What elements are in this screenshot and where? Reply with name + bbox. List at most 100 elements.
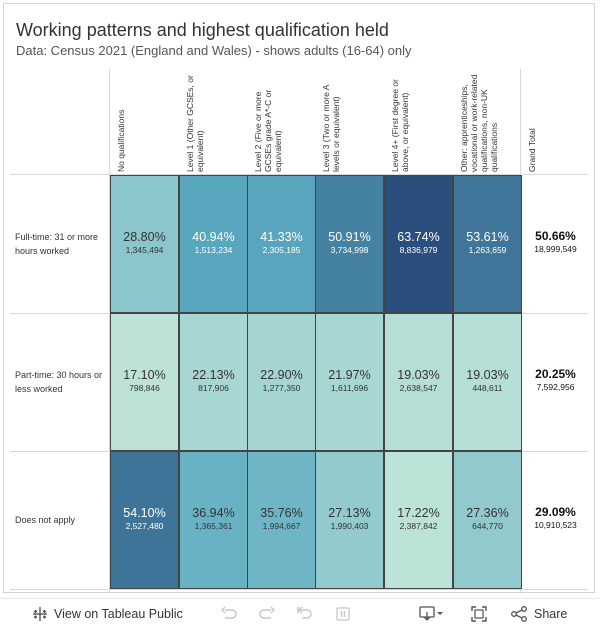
column-header-label: Level 4+ (First degree or above, or equi… — [390, 79, 410, 172]
grand-total-cell[interactable]: 50.66% 18,999,549 — [521, 175, 590, 313]
cell-count: 1,365,361 — [194, 521, 233, 531]
column-header-label: Level 1 (Other GCSEs, or equivalent) — [185, 75, 205, 172]
tableau-logo-icon — [32, 606, 48, 622]
column-header: Level 4+ (First degree or above, or equi… — [390, 69, 453, 174]
cell-count: 1,994,667 — [262, 521, 301, 531]
heatmap-cell[interactable]: 50.91% 3,734,998 — [315, 175, 384, 313]
heatmap-cell[interactable]: 41.33% 2,305,185 — [247, 175, 316, 313]
cell-count: 1,263,659 — [468, 245, 507, 255]
fullscreen-icon — [470, 605, 488, 622]
heatmap-cell[interactable]: 17.22% 2,387,842 — [384, 451, 453, 589]
grand-total-cell[interactable]: 29.09% 10,910,523 — [521, 451, 590, 589]
cell-count: 448,611 — [472, 383, 503, 393]
pause-icon — [334, 606, 352, 622]
row-header: Part-time: 30 hours or less worked — [15, 370, 103, 394]
cell-percent: 22.90% — [260, 368, 303, 382]
chart-subtitle: Data: Census 2021 (England and Wales) - … — [16, 43, 412, 58]
cell-count: 2,638,547 — [399, 383, 438, 393]
fullscreen-button[interactable] — [470, 599, 488, 628]
grand-total-count: 18,999,549 — [534, 244, 577, 254]
heatmap-cell[interactable]: 63.74% 8,836,979 — [384, 175, 453, 313]
chart-title: Working patterns and highest qualificati… — [16, 20, 389, 40]
cell-count: 1,345,494 — [125, 245, 164, 255]
cell-percent: 41.33% — [260, 230, 303, 244]
cell-percent: 27.13% — [328, 506, 371, 520]
cell-percent: 19.03% — [397, 368, 440, 382]
column-header: Grand Total — [527, 69, 590, 174]
cell-count: 8,836,979 — [399, 245, 438, 255]
heatmap-cell[interactable]: 36.94% 1,365,361 — [179, 451, 248, 589]
cell-count: 798,846 — [129, 383, 160, 393]
grand-total-count: 10,910,523 — [534, 520, 577, 530]
column-header-label: Grand Total — [527, 128, 537, 172]
grid-line — [10, 174, 588, 175]
grand-total-percent: 29.09% — [535, 505, 576, 519]
heatmap-cell[interactable]: 27.36% 644,770 — [453, 451, 522, 589]
heatmap-cell[interactable]: 54.10% 2,527,480 — [110, 451, 179, 589]
cell-count: 1,277,350 — [262, 383, 301, 393]
heatmap-cell[interactable]: 35.76% 1,994,667 — [247, 451, 316, 589]
grand-total-cell[interactable]: 20.25% 7,592,956 — [521, 313, 590, 451]
heatmap-cell[interactable]: 28.80% 1,345,494 — [110, 175, 179, 313]
column-header-label: No qualifications — [116, 109, 126, 172]
column-header: No qualifications — [116, 69, 179, 174]
redo-button[interactable] — [258, 599, 276, 628]
cell-percent: 54.10% — [123, 506, 166, 520]
cell-percent: 19.03% — [466, 368, 509, 382]
cell-percent: 21.97% — [328, 368, 371, 382]
cell-count: 2,387,842 — [399, 521, 438, 531]
share-label: Share — [534, 606, 568, 621]
heatmap-cell[interactable]: 22.13% 817,906 — [179, 313, 248, 451]
column-header: Level 2 (Five or more GCSEs grade A*-C o… — [253, 69, 316, 174]
heatmap-cell[interactable]: 40.94% 1,513,234 — [179, 175, 248, 313]
grand-total-percent: 50.66% — [535, 229, 576, 243]
cell-percent: 53.61% — [466, 230, 509, 244]
column-header-label: Other: apprenticeships, vocational or wo… — [459, 74, 499, 172]
cell-count: 817,906 — [198, 383, 229, 393]
cell-count: 1,513,234 — [194, 245, 233, 255]
redo-icon — [258, 605, 276, 622]
grid-line — [109, 69, 110, 594]
column-header-label: Level 2 (Five or more GCSEs grade A*-C o… — [253, 89, 283, 172]
heatmap-cell[interactable]: 19.03% 2,638,547 — [384, 313, 453, 451]
viz-frame: Working patterns and highest qualificati… — [3, 3, 595, 594]
undo-button[interactable] — [220, 599, 238, 628]
row-header: Full-time: 31 or more hours worked — [15, 232, 99, 256]
cell-percent: 22.13% — [192, 368, 235, 382]
cell-count: 2,527,480 — [125, 521, 164, 531]
heatmap-cell[interactable]: 17.10% 798,846 — [110, 313, 179, 451]
heatmap-cell[interactable]: 27.13% 1,990,403 — [315, 451, 384, 589]
cell-count: 1,611,696 — [330, 383, 369, 393]
cell-percent: 36.94% — [192, 506, 235, 520]
row-header: Does not apply — [15, 515, 76, 525]
heatmap-cell[interactable]: 22.90% 1,277,350 — [247, 313, 316, 451]
cell-percent: 17.22% — [397, 506, 440, 520]
revert-icon — [296, 605, 314, 622]
pause-button[interactable] — [334, 599, 352, 628]
column-header: Level 3 (Two or more A levels or equival… — [321, 69, 384, 174]
share-icon — [510, 605, 528, 622]
heatmap-cell[interactable]: 19.03% 448,611 — [453, 313, 522, 451]
undo-icon — [220, 605, 238, 622]
heatmap-cell[interactable]: 53.61% 1,263,659 — [453, 175, 522, 313]
grand-total-percent: 20.25% — [535, 367, 576, 381]
cell-percent: 27.36% — [466, 506, 509, 520]
cell-count: 2,305,185 — [262, 245, 301, 255]
download-icon — [418, 605, 444, 622]
grid-line — [10, 589, 588, 590]
grand-total-count: 7,592,956 — [536, 382, 575, 392]
revert-button[interactable] — [296, 599, 314, 628]
cell-percent: 50.91% — [328, 230, 371, 244]
column-header: Level 1 (Other GCSEs, or equivalent) — [185, 69, 248, 174]
column-header-label: Level 3 (Two or more A levels or equival… — [321, 85, 341, 172]
download-button[interactable] — [418, 599, 444, 628]
share-button[interactable]: Share — [510, 599, 567, 628]
cell-percent: 17.10% — [123, 368, 166, 382]
view-on-tableau-public-button[interactable]: View on Tableau Public — [32, 599, 183, 628]
cell-percent: 35.76% — [260, 506, 303, 520]
cell-percent: 28.80% — [123, 230, 166, 244]
cell-count: 644,770 — [472, 521, 503, 531]
cell-count: 1,990,403 — [330, 521, 369, 531]
cell-percent: 40.94% — [192, 230, 235, 244]
heatmap-cell[interactable]: 21.97% 1,611,696 — [315, 313, 384, 451]
